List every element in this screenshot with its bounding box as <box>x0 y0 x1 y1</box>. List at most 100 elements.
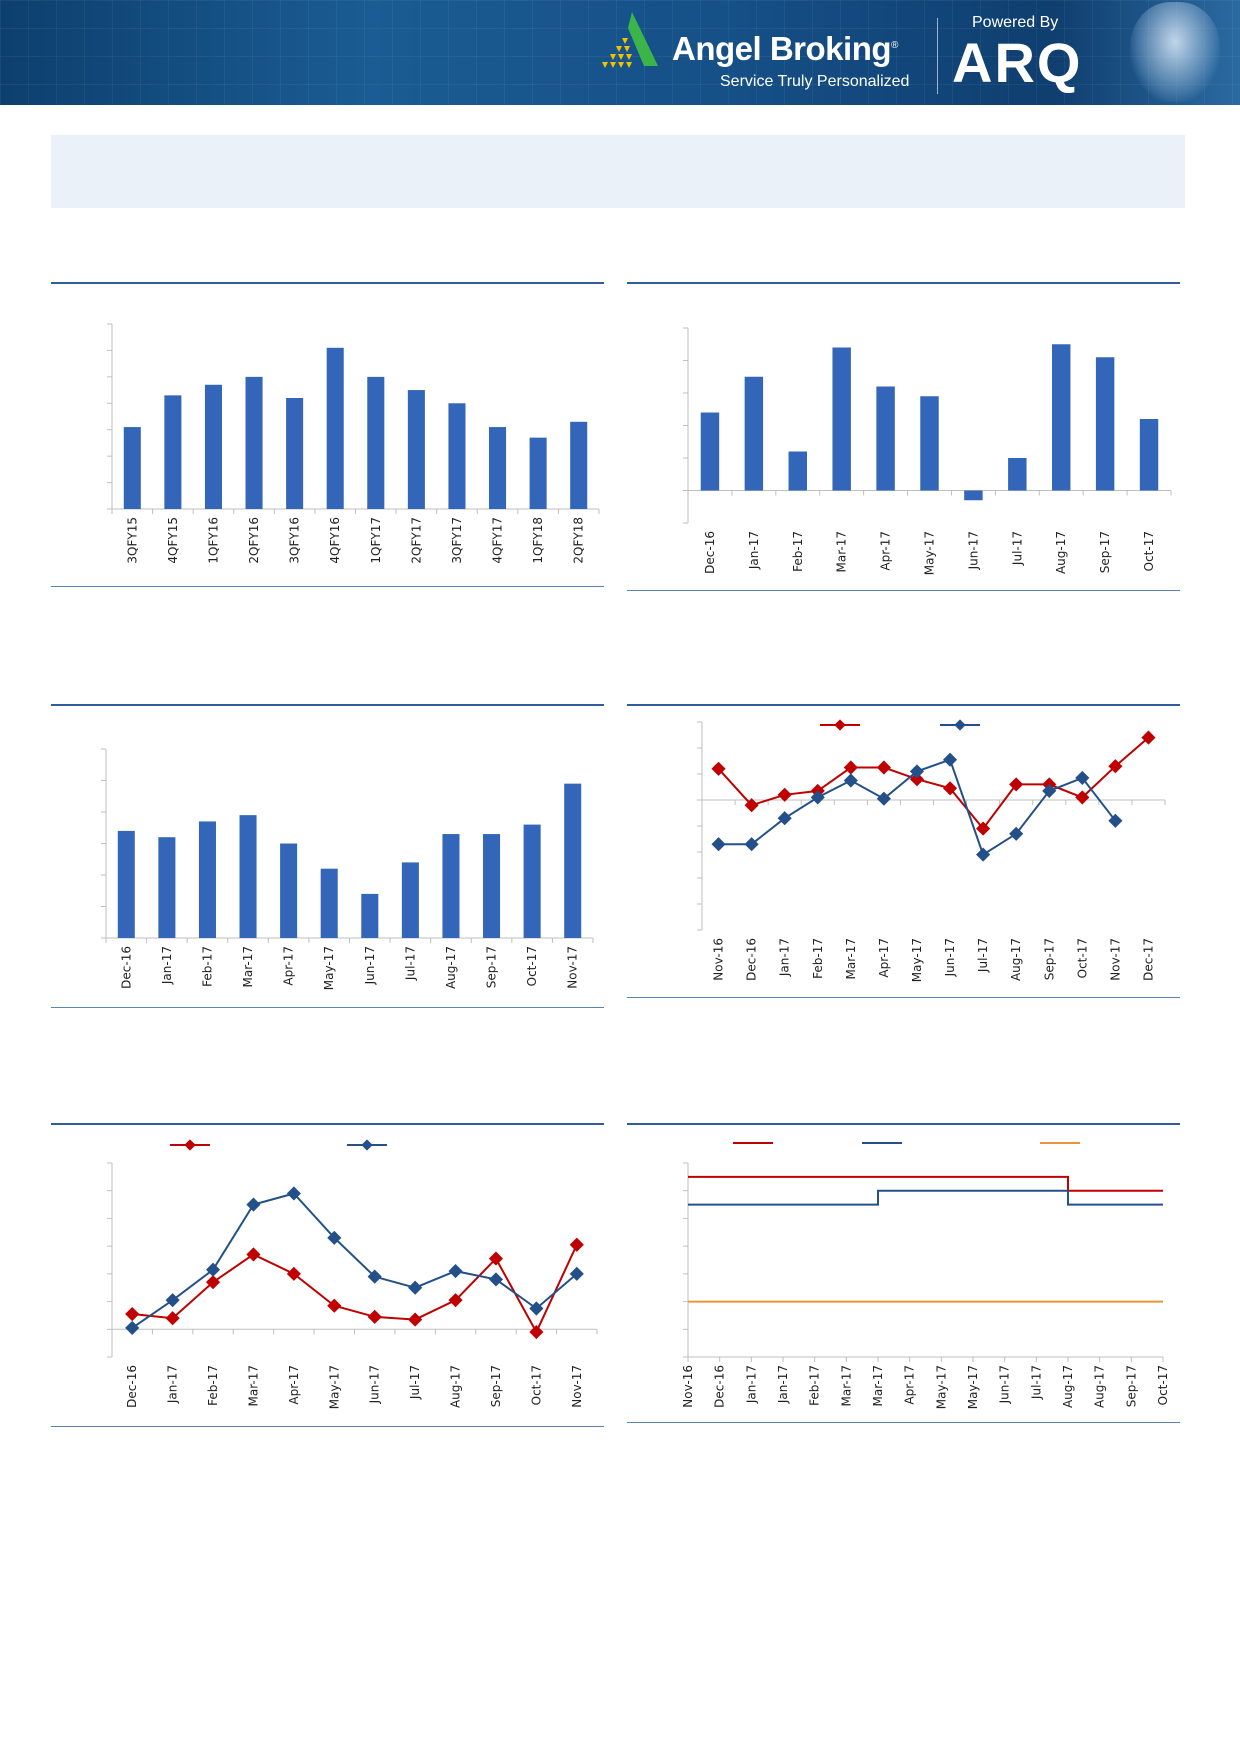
section-rule <box>51 704 604 706</box>
data-point-marker <box>327 1230 342 1245</box>
data-point-marker <box>205 1275 221 1290</box>
data-point-marker <box>909 764 925 779</box>
data-point-marker <box>843 773 858 788</box>
data-point-marker <box>286 1186 301 1201</box>
data-point-marker <box>1141 730 1156 745</box>
x-tick-label: Mar-17 <box>835 531 849 572</box>
section-rule <box>627 282 1180 284</box>
x-tick-label: Aug-17 <box>1061 1365 1075 1408</box>
x-tick-label: Feb-17 <box>206 1365 220 1406</box>
data-point-marker <box>569 1237 584 1252</box>
data-point-marker <box>448 1264 463 1279</box>
bar <box>564 783 582 938</box>
x-tick-label: May-17 <box>923 531 937 575</box>
x-tick-label: Mar-17 <box>839 1365 853 1406</box>
x-tick-label: Sep-17 <box>1124 1365 1138 1407</box>
series-line <box>131 1192 578 1329</box>
x-tick-label: Apr-17 <box>282 946 296 986</box>
data-point-marker <box>876 760 891 775</box>
x-tick-label: Apr-17 <box>287 1365 301 1405</box>
data-point-marker <box>367 1269 382 1284</box>
x-tick-label: Mar-17 <box>871 1365 885 1406</box>
x-tick-label: 4QFY15 <box>166 517 180 564</box>
series-line <box>718 758 1117 857</box>
x-tick-label: Jun-17 <box>998 1365 1012 1404</box>
bar <box>489 427 507 509</box>
section-rule <box>627 590 1180 591</box>
bar <box>920 396 939 491</box>
data-point-marker <box>777 811 792 826</box>
data-point-marker <box>876 791 891 806</box>
legend-marker <box>184 1139 196 1151</box>
data-point-marker <box>448 1293 463 1308</box>
data-point-marker <box>246 1197 261 1212</box>
x-tick-label: 2QFY16 <box>247 517 261 564</box>
x-tick-label: Oct-17 <box>525 946 539 986</box>
data-point-marker <box>843 760 858 775</box>
x-tick-label: Dec-16 <box>125 1365 139 1408</box>
x-tick-label: Jun-17 <box>363 946 377 985</box>
data-point-marker <box>408 1280 423 1295</box>
x-tick-label: Sep-17 <box>489 1365 503 1407</box>
x-tick-label: Jul-17 <box>403 946 417 981</box>
data-point-marker <box>246 1247 261 1262</box>
x-tick-label: Feb-17 <box>791 531 805 572</box>
bar <box>744 376 764 491</box>
bar <box>280 843 298 938</box>
bar <box>286 398 304 509</box>
bar <box>529 437 547 509</box>
bar <box>964 490 983 501</box>
bar <box>117 830 135 938</box>
bar <box>320 868 338 938</box>
banner-background <box>0 0 1240 105</box>
section-rule <box>51 1426 604 1427</box>
series-line <box>717 736 1150 831</box>
bar <box>401 862 419 938</box>
x-tick-label: Jul-17 <box>976 938 990 973</box>
section-rule <box>51 1123 604 1125</box>
bar <box>326 347 344 509</box>
data-point-marker <box>744 837 759 852</box>
data-point-marker <box>286 1266 301 1281</box>
bar <box>483 834 501 938</box>
bar <box>204 384 222 509</box>
bar <box>123 427 141 509</box>
data-point-marker <box>976 821 991 836</box>
x-tick-label: Feb-17 <box>808 1365 822 1406</box>
x-tick-label: Sep-17 <box>1042 938 1056 980</box>
title-box <box>51 135 1185 208</box>
x-tick-label: 4QFY16 <box>328 517 342 564</box>
data-point-marker <box>1009 826 1024 841</box>
data-point-marker <box>1108 759 1123 774</box>
x-tick-label: Jan-17 <box>744 1365 758 1404</box>
bar <box>442 834 460 938</box>
x-tick-label: Aug-17 <box>1009 938 1023 981</box>
brand-tagline: Service Truly Personalized <box>720 73 910 90</box>
data-point-marker <box>529 1324 544 1340</box>
x-tick-label: Sep-17 <box>1098 531 1112 573</box>
x-tick-label: Jan-17 <box>160 946 174 985</box>
x-tick-label: Aug-17 <box>449 1365 463 1408</box>
bar <box>245 376 263 509</box>
series-line <box>688 1175 1163 1192</box>
data-point-marker <box>408 1312 423 1327</box>
x-tick-label: Aug-17 <box>444 946 458 989</box>
section-rule <box>627 1123 1180 1125</box>
data-point-marker <box>488 1272 504 1287</box>
x-tick-label: Mar-17 <box>844 938 858 979</box>
data-point-marker <box>909 772 925 787</box>
section-rule <box>51 1007 604 1008</box>
bar <box>361 893 379 938</box>
x-tick-label: Jul-17 <box>1010 531 1024 566</box>
x-tick-label: Apr-17 <box>877 938 891 978</box>
x-tick-label: Sep-17 <box>485 946 499 988</box>
data-point-marker <box>1108 813 1123 828</box>
bar <box>876 386 895 491</box>
data-point-marker <box>165 1293 180 1308</box>
x-tick-label: 4QFY17 <box>491 517 505 564</box>
powered-by-label: Powered By <box>972 14 1059 31</box>
